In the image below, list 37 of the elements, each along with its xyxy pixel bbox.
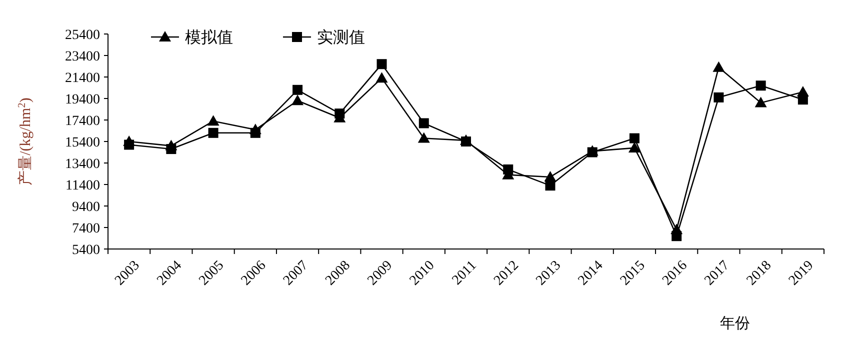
y-tick-label: 13400 [65,156,100,172]
point [207,115,220,126]
point [376,72,388,83]
y-tick-label: 21400 [65,70,100,86]
point [756,80,766,91]
x-tick-label: 2011 [450,258,480,288]
point [712,61,725,72]
y-tick-label: 19400 [65,92,100,108]
point [249,124,262,134]
y-tick-label: 5400 [72,242,100,258]
point [629,133,640,144]
point [418,132,430,143]
point [545,180,556,191]
point [670,224,683,234]
point [292,84,303,95]
y-tick-label: 17400 [65,114,100,129]
y-tick-label: 7400 [72,221,100,236]
point [123,136,136,146]
point [418,118,429,128]
y-tick-label: 11400 [66,178,100,194]
point [714,92,724,102]
point [796,86,809,97]
point [628,142,640,152]
legend-label: 模拟值 [185,28,233,47]
y-tick-label: 15400 [65,135,100,150]
y-tick-label: 23400 [65,49,100,64]
point [165,140,178,150]
point [292,94,304,106]
point [376,59,387,70]
y-tick-label: 25400 [65,28,100,43]
x-axis-title: 年份 [720,315,750,332]
legend-label: 实测值 [317,28,365,47]
point [460,134,472,145]
point [544,170,556,182]
y-tick-label: 9400 [72,200,100,215]
point [754,96,767,108]
point [208,128,218,138]
